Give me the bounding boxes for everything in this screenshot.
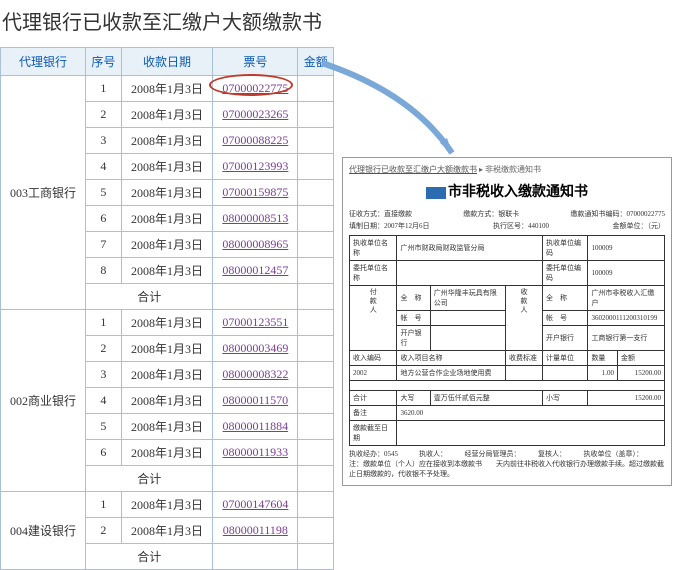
ticket-link[interactable]: 08000011933	[213, 440, 298, 466]
doc-title: 市非税收入缴款通知书	[349, 181, 665, 201]
seq-cell: 8	[86, 258, 122, 284]
bank-cell: 004建设银行	[1, 492, 86, 570]
date-cell: 2008年1月3日	[121, 154, 213, 180]
amount-cell	[298, 206, 334, 232]
arrow-icon	[312, 53, 472, 173]
col-header: 序号	[86, 48, 122, 76]
amount-cell	[298, 388, 334, 414]
date-cell: 2008年1月3日	[121, 518, 213, 544]
date-cell: 2008年1月3日	[121, 388, 213, 414]
notice-form-table: 执收单位名称广州市财政局财政监管分局执收单位编码100009 委托单位名称委托单…	[349, 235, 665, 446]
table-row: 004建设银行12008年1月3日07000147604	[1, 492, 334, 518]
ticket-link[interactable]: 07000088225	[213, 128, 298, 154]
date-cell: 2008年1月3日	[121, 102, 213, 128]
date-cell: 2008年1月3日	[121, 76, 213, 102]
col-header: 代理银行	[1, 48, 86, 76]
date-cell: 2008年1月3日	[121, 258, 213, 284]
notice-document: 代理银行已收款至汇缴户大额缴款书 ▸ 非税缴款通知书 市非税收入缴款通知书 征收…	[342, 157, 672, 486]
amount-cell	[298, 180, 334, 206]
ticket-link[interactable]: 08000008965	[213, 232, 298, 258]
page-title: 代理银行已收款至汇缴户大额缴款书	[0, 0, 686, 47]
date-cell: 2008年1月3日	[121, 128, 213, 154]
amount-cell	[298, 414, 334, 440]
amount-cell	[298, 362, 334, 388]
ticket-link[interactable]: 08000003469	[213, 336, 298, 362]
ticket-link[interactable]: 07000159875	[213, 180, 298, 206]
seq-cell: 3	[86, 362, 122, 388]
seq-cell: 1	[86, 310, 122, 336]
amount-cell	[298, 336, 334, 362]
seq-cell: 7	[86, 232, 122, 258]
table-row: 003工商银行12008年1月3日07000022775	[1, 76, 334, 102]
payments-table: 代理银行序号收款日期票号金额 003工商银行12008年1月3日07000022…	[0, 47, 334, 570]
date-cell: 2008年1月3日	[121, 180, 213, 206]
seq-cell: 2	[86, 336, 122, 362]
date-cell: 2008年1月3日	[121, 206, 213, 232]
amount-cell	[298, 310, 334, 336]
bank-cell: 002商业银行	[1, 310, 86, 492]
seq-cell: 1	[86, 76, 122, 102]
ticket-link[interactable]: 08000011198	[213, 518, 298, 544]
amount-cell	[298, 258, 334, 284]
table-row: 002商业银行12008年1月3日07000123551	[1, 310, 334, 336]
seq-cell: 2	[86, 518, 122, 544]
seq-cell: 6	[86, 206, 122, 232]
ticket-link[interactable]: 08000011570	[213, 388, 298, 414]
ticket-link[interactable]: 07000147604	[213, 492, 298, 518]
ticket-link[interactable]: 07000123551	[213, 310, 298, 336]
seq-cell: 6	[86, 440, 122, 466]
ticket-link[interactable]: 08000008513	[213, 206, 298, 232]
seq-cell: 5	[86, 414, 122, 440]
date-cell: 2008年1月3日	[121, 414, 213, 440]
seq-cell: 2	[86, 102, 122, 128]
doc-footer: 执收经办：0545 执收人： 经营分局管理员： 复核人： 执收单位（盖章）： 注…	[349, 450, 665, 479]
seq-cell: 3	[86, 128, 122, 154]
amount-cell	[298, 440, 334, 466]
seq-cell: 4	[86, 154, 122, 180]
ticket-link[interactable]: 08000012457	[213, 258, 298, 284]
amount-cell	[298, 518, 334, 544]
date-cell: 2008年1月3日	[121, 336, 213, 362]
ticket-link[interactable]: 07000023265	[213, 102, 298, 128]
ticket-link[interactable]: 08000011884	[213, 414, 298, 440]
amount-cell	[298, 232, 334, 258]
bank-cell: 003工商银行	[1, 76, 86, 310]
date-cell: 2008年1月3日	[121, 440, 213, 466]
date-cell: 2008年1月3日	[121, 492, 213, 518]
col-header: 票号	[213, 48, 298, 76]
col-header: 收款日期	[121, 48, 213, 76]
ticket-link[interactable]: 07000022775	[213, 76, 298, 102]
date-cell: 2008年1月3日	[121, 362, 213, 388]
amount-cell	[298, 492, 334, 518]
ticket-link[interactable]: 08000008322	[213, 362, 298, 388]
date-cell: 2008年1月3日	[121, 232, 213, 258]
seq-cell: 5	[86, 180, 122, 206]
seq-cell: 1	[86, 492, 122, 518]
date-cell: 2008年1月3日	[121, 310, 213, 336]
seq-cell: 4	[86, 388, 122, 414]
ticket-link[interactable]: 07000123993	[213, 154, 298, 180]
